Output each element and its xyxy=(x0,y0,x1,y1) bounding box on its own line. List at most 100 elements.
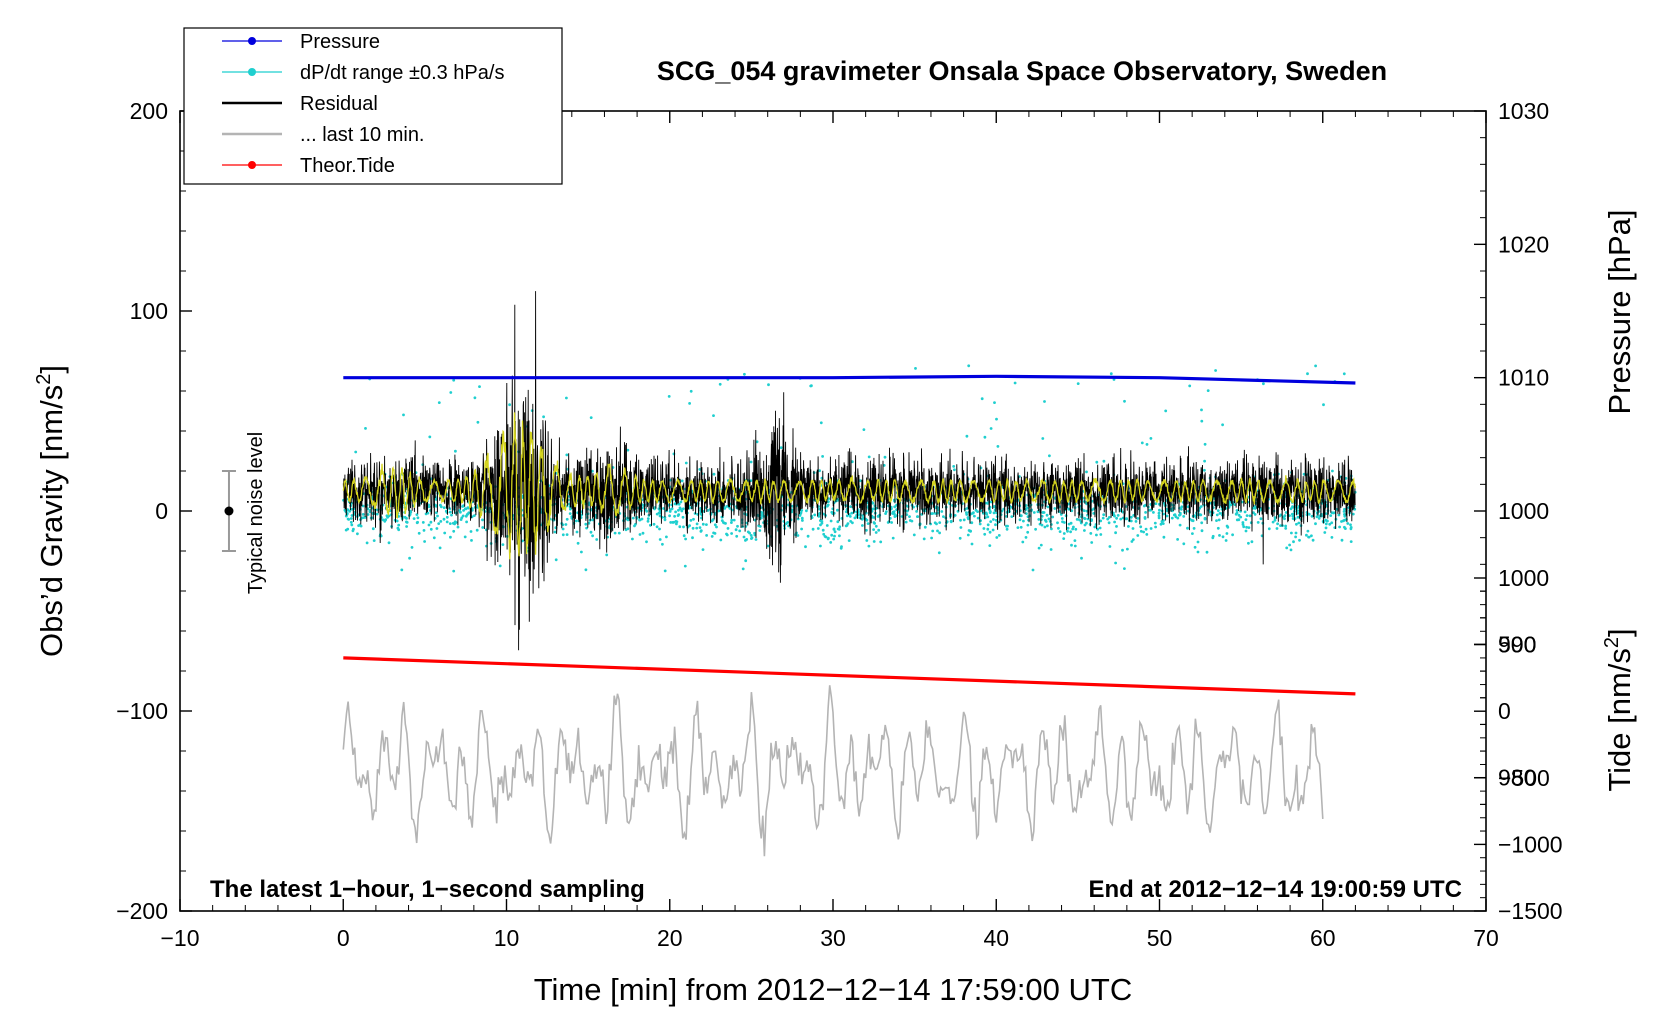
dpdt-point xyxy=(1329,514,1333,517)
dpdt-point xyxy=(1036,510,1040,514)
dpdt-point xyxy=(908,515,911,518)
dpdt-point xyxy=(1284,511,1288,514)
dpdt-point xyxy=(677,508,680,512)
dpdt-point xyxy=(673,502,677,506)
dpdt-point xyxy=(1342,510,1346,513)
dpdt-point xyxy=(553,530,557,534)
dpdt-point xyxy=(804,545,807,549)
y-tick-label: −200 xyxy=(116,898,168,924)
dpdt-point xyxy=(942,515,945,518)
dpdt-point xyxy=(724,522,727,525)
dpdt-point xyxy=(481,526,485,529)
dpdt-point xyxy=(1059,513,1063,516)
dpdt-point xyxy=(641,531,645,535)
dpdt-point xyxy=(375,512,379,516)
dpdt-point xyxy=(1045,513,1049,517)
dpdt-point xyxy=(1215,519,1218,522)
dpdt-point xyxy=(452,569,456,573)
dpdt-point xyxy=(684,461,688,465)
dpdt-point xyxy=(372,539,376,542)
series-last10 xyxy=(342,685,1324,857)
dpdt-point xyxy=(464,507,467,510)
dpdt-point xyxy=(454,521,458,524)
dpdt-point xyxy=(1044,520,1048,523)
dpdt-point xyxy=(890,521,893,524)
dpdt-point xyxy=(1142,504,1146,508)
dpdt-point xyxy=(400,568,404,572)
dpdt-point xyxy=(923,525,927,529)
dpdt-point xyxy=(1018,518,1022,522)
dpdt-point xyxy=(1324,526,1328,530)
dpdt-point xyxy=(993,505,996,508)
dpdt-point xyxy=(1124,517,1128,521)
dpdt-point xyxy=(384,518,388,522)
dpdt-point xyxy=(1076,382,1080,385)
dpdt-point xyxy=(1235,509,1239,512)
dpdt-point xyxy=(354,450,358,454)
dpdt-point xyxy=(1046,524,1049,528)
dpdt-point xyxy=(736,524,739,528)
dpdt-point xyxy=(872,507,876,511)
dpdt-point xyxy=(678,525,682,529)
dpdt-point xyxy=(1042,511,1046,514)
dpdt-point xyxy=(994,523,997,527)
dpdt-point xyxy=(966,516,970,519)
dpdt-point xyxy=(663,569,667,573)
dpdt-point xyxy=(1273,518,1277,522)
dpdt-point xyxy=(665,535,668,539)
dpdt-point xyxy=(405,521,409,524)
dpdt-point xyxy=(565,533,569,536)
dpdt-point xyxy=(409,510,413,514)
dpdt-point xyxy=(456,525,460,529)
dpdt-point xyxy=(1126,547,1129,551)
x-axis-label: Time [min] from 2012−12−14 17:59:00 UTC xyxy=(534,972,1133,1007)
dpdt-point xyxy=(1289,548,1293,552)
dpdt-point xyxy=(1314,522,1317,526)
dpdt-point xyxy=(436,514,439,518)
dpdt-point xyxy=(434,504,438,508)
dpdt-point xyxy=(905,509,909,513)
dpdt-point xyxy=(1010,515,1014,518)
dpdt-point xyxy=(723,507,727,510)
legend-box xyxy=(183,27,563,185)
dpdt-point xyxy=(1241,521,1245,524)
dpdt-point xyxy=(1043,400,1046,403)
dpdt-point xyxy=(1040,514,1044,518)
dpdt-point xyxy=(962,518,966,522)
x-tick-label: 0 xyxy=(337,925,350,951)
dpdt-point xyxy=(350,507,354,511)
dpdt-point xyxy=(680,509,684,513)
dpdt-point xyxy=(730,532,733,535)
dpdt-point xyxy=(449,535,452,539)
dpdt-point xyxy=(818,469,821,473)
dpdt-point xyxy=(1019,525,1023,529)
dpdt-point xyxy=(387,541,391,545)
dpdt-point xyxy=(813,513,817,517)
dpdt-point xyxy=(1292,540,1295,544)
dpdt-point xyxy=(749,534,753,537)
dpdt-point xyxy=(1221,535,1225,539)
dpdt-point xyxy=(965,511,968,515)
dpdt-point xyxy=(1066,526,1070,530)
dpdt-point xyxy=(1072,525,1075,529)
dpdt-point xyxy=(350,523,354,527)
dpdt-point xyxy=(912,533,916,537)
dpdt-point xyxy=(821,455,824,458)
dpdt-point xyxy=(662,507,665,510)
dpdt-point xyxy=(1235,518,1239,522)
dpdt-point xyxy=(381,518,385,522)
dpdt-point xyxy=(1108,545,1112,548)
dpdt-point xyxy=(745,538,749,541)
dpdt-point xyxy=(1330,521,1334,525)
dpdt-point xyxy=(805,509,808,513)
y-tick-label: 100 xyxy=(130,298,168,324)
dpdt-point xyxy=(1113,520,1116,524)
dpdt-point xyxy=(874,524,878,528)
dpdt-point xyxy=(988,544,992,547)
dpdt-point xyxy=(953,468,956,472)
dpdt-point xyxy=(589,530,593,534)
dpdt-point xyxy=(1343,507,1346,511)
dpdt-point xyxy=(867,544,871,548)
dpdt-point xyxy=(658,527,661,531)
dpdt-point xyxy=(849,520,853,523)
